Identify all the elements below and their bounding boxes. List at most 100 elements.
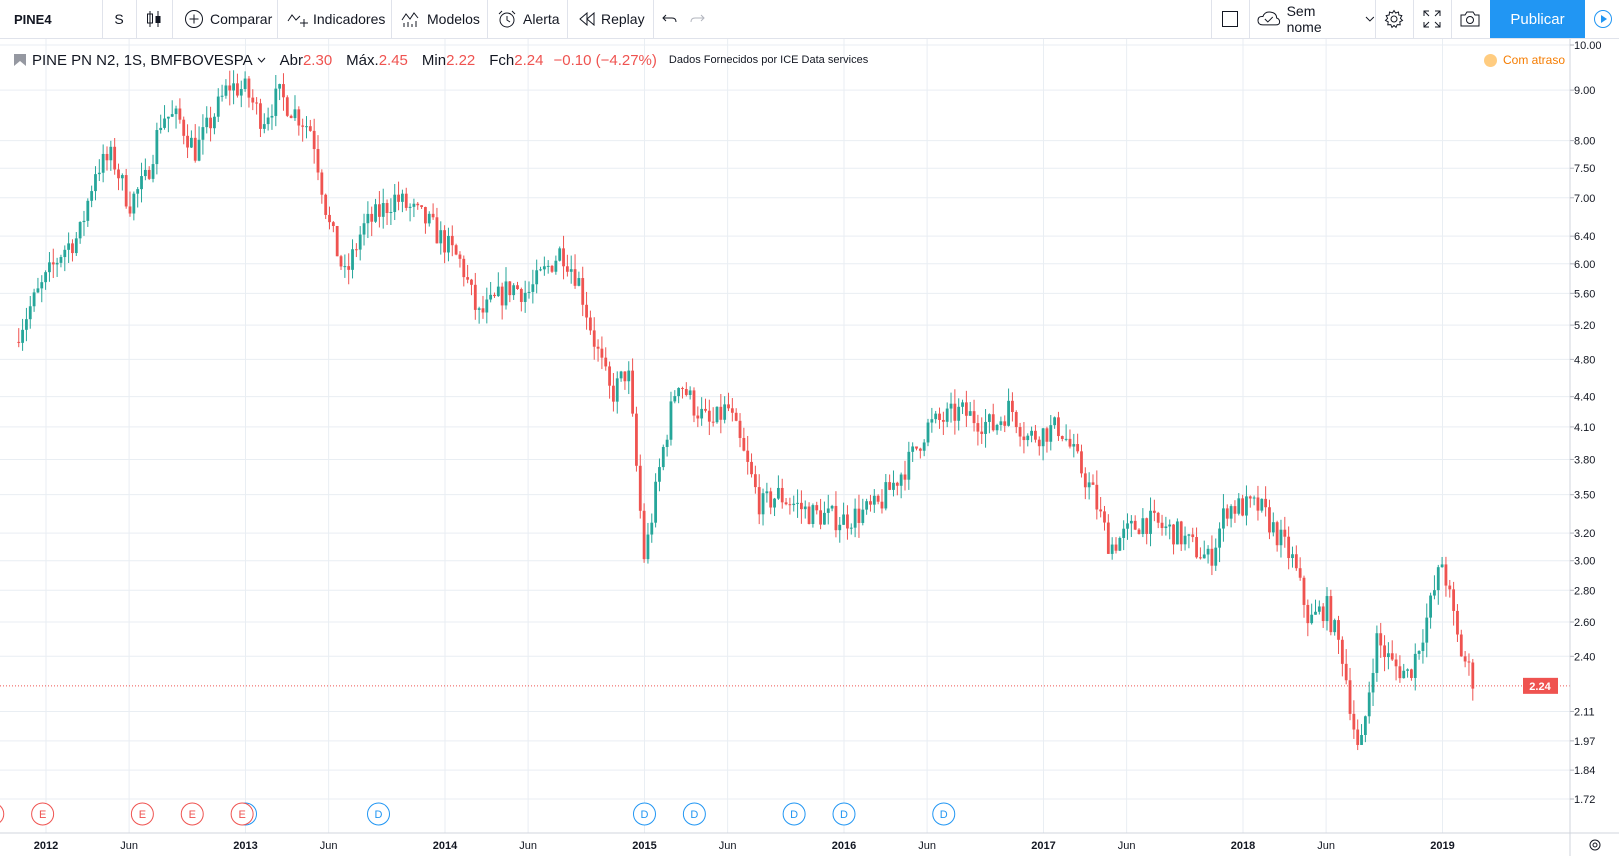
candle-body [1283, 529, 1287, 537]
dividend-marker[interactable] [782, 802, 806, 826]
event-marker-label: D [641, 809, 649, 821]
candle-body [1337, 620, 1340, 640]
candle-body [1210, 548, 1214, 566]
time-axis[interactable]: 2012 Jun 2013 Jun 2014 Jun 2015 Jun 2016 Jun 2017 J… [34, 840, 1455, 852]
candle-body [94, 174, 97, 192]
delay-indicator[interactable]: Com atraso [1484, 50, 1565, 70]
candle-body [197, 139, 201, 161]
candle-body [1394, 659, 1398, 667]
candle-body [266, 117, 270, 125]
candle-body [1011, 400, 1014, 413]
candle-body [1417, 651, 1421, 654]
candle-body [351, 249, 354, 270]
candle-body [209, 117, 212, 129]
snapshot-button[interactable] [1451, 0, 1489, 38]
candle-body [719, 406, 723, 420]
candle-body [1298, 568, 1302, 578]
candle-body [1222, 508, 1225, 529]
delay-dot-icon [1484, 53, 1497, 67]
earnings-marker[interactable] [180, 802, 204, 826]
y-tick-label: 5.60 [1574, 288, 1595, 300]
candle-body [385, 203, 389, 214]
candle-body [255, 102, 259, 104]
price-axis[interactable]: 10.00 9.00 8.00 7.50 7.00 6.40 6.00 5.60 5.20 4.8… [1523, 40, 1602, 806]
x-tick-label: Jun [320, 840, 338, 852]
candle-body [259, 103, 262, 129]
series-flag-icon[interactable] [14, 54, 26, 66]
candle-body [247, 78, 251, 98]
redo-icon [690, 14, 705, 23]
symbol-search[interactable]: PINE4 [0, 0, 102, 38]
candle-body [957, 406, 961, 421]
candle-body [90, 191, 94, 201]
candle-body [40, 282, 44, 289]
candle-body [573, 269, 577, 286]
candle-body [780, 487, 784, 503]
fullscreen-select-button[interactable] [1211, 0, 1249, 38]
candle-body [1306, 604, 1310, 624]
templates-icon [401, 12, 419, 27]
axis-settings-button[interactable] [1589, 839, 1601, 851]
open-label: Abr [279, 51, 303, 69]
candle-body [608, 366, 611, 386]
y-tick-label: 7.00 [1574, 193, 1595, 205]
dividend-marker[interactable] [932, 802, 956, 826]
chart-style-button[interactable] [136, 0, 172, 38]
settings-button[interactable] [1375, 0, 1413, 38]
templates-button[interactable]: Modelos [391, 0, 487, 38]
dividend-marker[interactable] [682, 802, 706, 826]
event-marker-label: D [940, 809, 948, 821]
dividend-marker[interactable] [832, 802, 856, 826]
candle-body [738, 420, 742, 438]
candle-body [646, 534, 650, 560]
candle-body [757, 487, 761, 515]
candle-body [316, 149, 320, 173]
legend-title[interactable]: PINE PN N2, 1S, BMFBOVESPA [32, 51, 253, 69]
price-chart[interactable]: EEEEDEDDDDDD 10.009.008.007.507.006.406.… [0, 39, 1619, 856]
candle-body [588, 317, 592, 331]
candle-body [136, 189, 140, 194]
earnings-marker[interactable] [130, 802, 154, 826]
candle-body [220, 95, 224, 97]
candle-body [949, 403, 953, 409]
dividend-marker[interactable] [633, 802, 656, 826]
candle-body [504, 281, 508, 306]
candle-body [1037, 439, 1041, 447]
candle-body [293, 109, 297, 119]
grid-lines [0, 39, 1570, 833]
candle-body [692, 390, 696, 416]
y-tick-label: 3.80 [1574, 454, 1595, 466]
x-tick-label: 2019 [1430, 840, 1454, 852]
candle-body [289, 115, 293, 119]
play-button[interactable] [1586, 0, 1619, 38]
undo-button[interactable] [659, 0, 681, 38]
publish-button[interactable]: Publicar [1490, 0, 1585, 38]
candle-body [335, 226, 339, 257]
expand-icon [1423, 10, 1441, 28]
candle-body [1164, 526, 1168, 529]
event-marker-label: E [39, 809, 46, 821]
interval-button[interactable]: S [102, 0, 136, 38]
candle-body [700, 408, 704, 419]
indicators-button[interactable]: Indicadores [277, 0, 391, 38]
earnings-marker[interactable] [0, 803, 5, 825]
candle-body [895, 482, 899, 486]
earnings-marker[interactable] [31, 802, 55, 826]
fullscreen-button[interactable] [1413, 0, 1451, 38]
layout-menu-button[interactable]: Sem nome [1249, 0, 1375, 38]
candle-body [354, 249, 358, 251]
alert-button[interactable]: Alerta [487, 0, 567, 38]
candle-body [493, 294, 496, 297]
candle-body [615, 378, 619, 402]
redo-button[interactable] [686, 0, 708, 38]
candle-body [1195, 537, 1198, 558]
chevron-down-icon[interactable] [257, 57, 266, 63]
dividend-marker[interactable] [367, 802, 390, 826]
candle-body [262, 124, 266, 129]
candle-body [236, 83, 239, 96]
compare-button[interactable]: Comparar [172, 0, 277, 38]
earnings-marker[interactable] [230, 802, 254, 826]
replay-button[interactable]: Replay [567, 0, 653, 38]
candle-body [374, 204, 377, 222]
candle-body [846, 514, 849, 529]
